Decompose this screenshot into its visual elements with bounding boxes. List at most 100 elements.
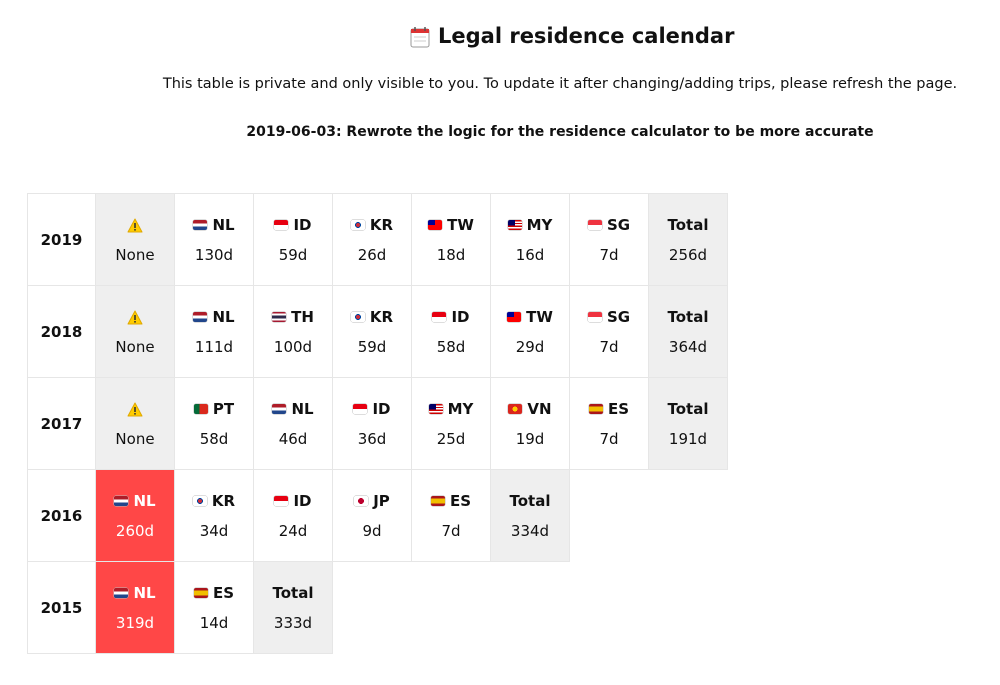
country-name: TW: [526, 308, 553, 326]
days-value: 59d: [278, 246, 308, 264]
cell-label: None: [115, 430, 155, 448]
flag-icon: [193, 220, 208, 230]
country-cell: Total 334d: [490, 469, 570, 562]
cell-header: SG: [570, 215, 648, 235]
flag-icon: [193, 404, 208, 414]
flag-icon: [193, 588, 208, 598]
country-name: VN: [527, 400, 552, 418]
days-value: 260d: [115, 522, 155, 540]
cell-header: MY: [491, 215, 569, 235]
country-cell: ES 7d: [569, 377, 649, 470]
country-cell: Total 191d: [648, 377, 728, 470]
flag-icon: [588, 404, 603, 414]
country-cell: NL 319d: [95, 561, 175, 654]
country-cell: NL 260d: [95, 469, 175, 562]
country-cell: KR 26d: [332, 193, 412, 286]
cell-header: NL: [175, 307, 253, 327]
country-name: NL: [133, 492, 156, 510]
flag-icon: [353, 404, 368, 414]
country-cell: ID 58d: [411, 285, 491, 378]
country-cell: TW 29d: [490, 285, 570, 378]
flag-icon: [272, 312, 287, 322]
cell-header: MY: [412, 399, 490, 419]
year-cell: 2017: [27, 377, 96, 470]
country-name: JP: [373, 492, 390, 510]
flag-icon: [508, 404, 523, 414]
country-cell: None: [95, 377, 175, 470]
days-value: 16d: [515, 246, 545, 264]
days-value: 9d: [362, 522, 382, 540]
flag-icon: [428, 220, 443, 230]
country-name: NL: [291, 400, 314, 418]
year-cell: 2018: [27, 285, 96, 378]
country-cell: Total 364d: [648, 285, 728, 378]
flag-icon: [507, 220, 522, 230]
days-value: 29d: [515, 338, 545, 356]
days-value: 7d: [599, 246, 619, 264]
country-name: ES: [212, 584, 235, 602]
flag-icon: [587, 312, 602, 322]
country-name: Total: [509, 492, 551, 510]
country-name: SG: [606, 216, 631, 234]
cell-header: TW: [412, 215, 490, 235]
cell-header: ES: [412, 491, 490, 511]
country-cell: MY 16d: [490, 193, 570, 286]
country-name: KR: [369, 308, 394, 326]
country-name: NL: [212, 308, 235, 326]
flag-icon: [587, 220, 602, 230]
flag-icon: [354, 496, 369, 506]
cell-header: ID: [412, 307, 490, 327]
country-cell: NL 130d: [174, 193, 254, 286]
flag-icon: [274, 220, 289, 230]
residence-table: 2019 None NL 130d ID 59d KR 26d TW 18d MY 16d SG 7d To…: [27, 193, 728, 654]
cell-header: TW: [491, 307, 569, 327]
country-cell: KR 59d: [332, 285, 412, 378]
country-cell: ID 24d: [253, 469, 333, 562]
country-name: KR: [369, 216, 394, 234]
calendar-icon: [410, 27, 430, 48]
country-cell: Total 256d: [648, 193, 728, 286]
cell-header: [96, 215, 174, 235]
cell-header: ID: [254, 491, 332, 511]
days-value: 58d: [436, 338, 466, 356]
days-value: 58d: [199, 430, 229, 448]
days-value: 24d: [278, 522, 308, 540]
cell-header: Total: [649, 307, 727, 327]
cell-header: KR: [333, 215, 411, 235]
cell-header: JP: [333, 491, 411, 511]
country-cell: NL 111d: [174, 285, 254, 378]
country-name: NL: [212, 216, 235, 234]
cell-label: None: [115, 246, 155, 264]
cell-header: NL: [96, 491, 174, 511]
days-value: 36d: [357, 430, 387, 448]
flag-icon: [114, 496, 129, 506]
country-name: Total: [667, 216, 709, 234]
country-cell: KR 34d: [174, 469, 254, 562]
table-row: 2017 None PT 58d NL 46d ID 36d MY 25d VN 19d ES 7d Tot…: [27, 377, 728, 470]
year-cell: 2015: [27, 561, 96, 654]
days-value: 7d: [441, 522, 461, 540]
days-value: 46d: [278, 430, 308, 448]
cell-header: Total: [254, 583, 332, 603]
days-value: 100d: [273, 338, 313, 356]
flag-icon: [430, 496, 445, 506]
days-value: 319d: [115, 614, 155, 632]
warning-icon: [127, 402, 143, 416]
cell-header: ES: [175, 583, 253, 603]
country-name: SG: [606, 308, 631, 326]
country-name: ID: [451, 308, 470, 326]
update-note: 2019-06-03: Rewrote the logic for the re…: [246, 124, 874, 140]
days-value: 364d: [668, 338, 708, 356]
country-cell: SG 7d: [569, 285, 649, 378]
days-value: 130d: [194, 246, 234, 264]
cell-header: [96, 399, 174, 419]
country-name: Total: [272, 584, 314, 602]
country-name: ID: [293, 216, 312, 234]
flag-icon: [272, 404, 287, 414]
table-body: 2019 None NL 130d ID 59d KR 26d TW 18d MY 16d SG 7d To…: [27, 193, 728, 654]
cell-header: SG: [570, 307, 648, 327]
days-value: 14d: [199, 614, 229, 632]
country-cell: TH 100d: [253, 285, 333, 378]
days-value: 7d: [599, 430, 619, 448]
